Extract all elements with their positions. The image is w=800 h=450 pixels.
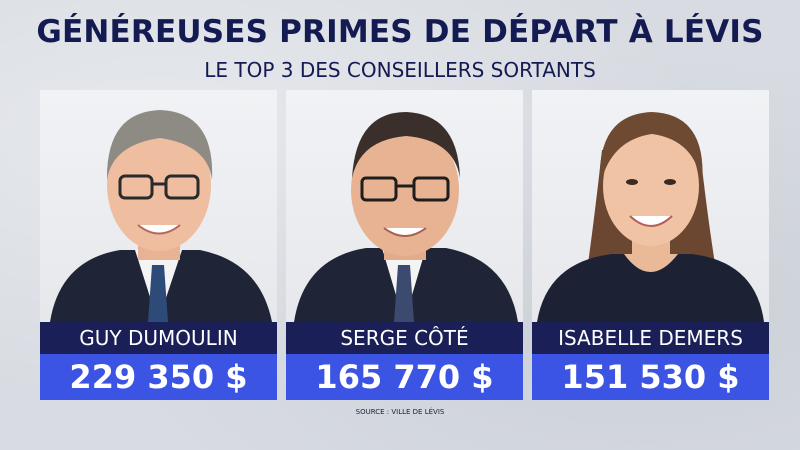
portrait-woman-icon (537, 112, 764, 322)
portrait-photo-2 (286, 90, 523, 322)
portrait-man-glasses-icon (294, 112, 518, 322)
source-credit: SOURCE : VILLE DE LÉVIS (355, 408, 445, 416)
councillor-name-3: ISABELLE DEMERS (532, 322, 769, 354)
severance-amount-1: 229 350 $ (40, 354, 277, 400)
severance-amount-3: 151 530 $ (532, 354, 769, 400)
portrait-photo-1 (40, 90, 277, 322)
councillor-card-3: ISABELLE DEMERS 151 530 $ (532, 90, 769, 400)
page-subtitle: LE TOP 3 DES CONSEILLERS SORTANTS (204, 58, 596, 82)
councillor-name-1: GUY DUMOULIN (40, 322, 277, 354)
portrait-man-glasses-icon (50, 110, 272, 322)
page-title: GÉNÉREUSES PRIMES DE DÉPART À LÉVIS (36, 14, 764, 50)
councillor-name-2: SERGE CÔTÉ (286, 322, 523, 354)
councillor-card-2: SERGE CÔTÉ 165 770 $ (286, 90, 523, 400)
councillor-card-1: GUY DUMOULIN 229 350 $ (40, 90, 277, 400)
portrait-photo-3 (532, 90, 769, 322)
severance-amount-2: 165 770 $ (286, 354, 523, 400)
